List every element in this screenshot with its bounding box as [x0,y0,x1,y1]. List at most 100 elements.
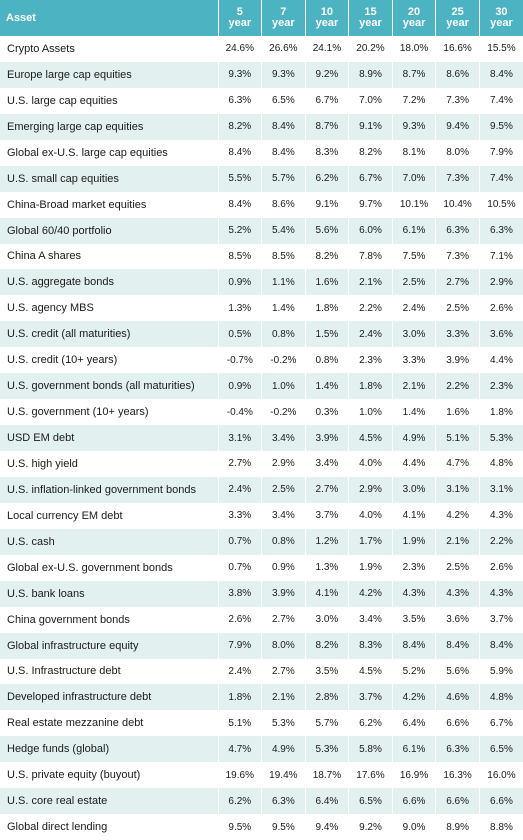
return-value-cell: 2.7% [305,476,350,503]
return-value-cell: 3.3% [435,321,480,348]
table-row: Local currency EM debt 3.3% 3.4% 3.7% 4.0% 4.… [0,502,523,529]
asset-name-cell: U.S. agency MBS [0,295,219,322]
return-value-cell: 8.4% [435,632,480,659]
return-value-cell: 2.5% [435,554,480,581]
return-value-cell: 9.3% [392,113,437,140]
return-value-cell: 8.6% [435,61,480,88]
return-value-cell: 0.8% [261,321,306,348]
return-value-cell: 6.2% [218,788,263,815]
asset-name-cell: Global 60/40 portfolio [0,217,219,244]
return-value-cell: 1.1% [261,269,306,296]
return-value-cell: 8.4% [261,113,306,140]
header-horizon: 7 year [261,0,306,36]
return-value-cell: 8.9% [435,814,480,840]
return-value-cell: 5.2% [392,658,437,685]
table-row: U.S. large cap equities 6.3% 6.5% 6.7% 7.0% 7… [0,87,523,114]
asset-name-cell: Crypto Assets [0,36,219,62]
table-row: Hedge funds (global) 4.7% 4.9% 5.3% 5.8% 6.1%… [0,736,523,763]
return-value-cell: 8.2% [305,243,350,270]
return-value-cell: 2.3% [479,373,523,400]
return-value-cell: -0.4% [218,399,263,426]
table-row: U.S. core real estate 6.2% 6.3% 6.4% 6.5% 6.6… [0,788,523,815]
table-row: Global direct lending 9.5% 9.5% 9.4% 9.2% 9.0… [0,814,523,840]
return-value-cell: 2.3% [348,347,393,374]
return-value-cell: 0.9% [261,554,306,581]
return-value-cell: 16.0% [479,762,523,789]
return-value-cell: 8.2% [348,139,393,166]
return-value-cell: 9.3% [261,61,306,88]
return-value-cell: 8.4% [218,139,263,166]
return-value-cell: 1.8% [348,373,393,400]
return-value-cell: 3.9% [435,347,480,374]
return-value-cell: 6.7% [348,165,393,192]
asset-name-cell: Global direct lending [0,814,219,840]
header-horizon: 5 year [218,0,263,36]
return-value-cell: 9.5% [261,814,306,840]
asset-name-cell: U.S. credit (all maturities) [0,321,219,348]
return-value-cell: 1.8% [305,295,350,322]
return-value-cell: 4.8% [479,451,523,477]
return-value-cell: 4.4% [392,451,437,477]
return-value-cell: 9.5% [218,814,263,840]
table-row: U.S. private equity (buyout) 19.6% 19.4% 18… [0,762,523,789]
header-horizon: 25 year [435,0,480,36]
return-value-cell: 2.9% [348,476,393,503]
table-row: China-Broad market equities 8.4% 8.6% 9.1% 9… [0,191,523,218]
return-value-cell: 8.0% [435,139,480,166]
table-row: U.S. credit (10+ years) -0.7% -0.2% 0.8% 2.3… [0,347,523,374]
return-value-cell: 10.1% [392,191,437,218]
return-value-cell: 5.4% [261,217,306,244]
return-value-cell: 6.6% [435,710,480,737]
return-value-cell: 4.3% [479,502,523,529]
return-value-cell: 2.5% [435,295,480,322]
return-value-cell: 3.1% [479,476,523,503]
return-value-cell: 2.8% [305,684,350,711]
return-value-cell: 2.7% [218,451,263,477]
return-value-cell: 3.6% [479,321,523,348]
return-value-cell: 9.1% [348,113,393,140]
return-value-cell: 1.9% [348,554,393,581]
return-value-cell: 1.8% [479,399,523,426]
return-value-cell: 0.8% [261,528,306,555]
return-value-cell: 4.1% [392,502,437,529]
asset-name-cell: USD EM debt [0,425,219,451]
header-horizon-unit: year [272,17,295,29]
header-horizon-number: 5 [236,6,243,18]
return-value-cell: 4.0% [348,502,393,529]
return-value-cell: 8.4% [479,632,523,659]
return-value-cell: 8.5% [261,243,306,270]
return-value-cell: 3.6% [435,606,480,633]
return-value-cell: 2.9% [479,269,523,296]
return-value-cell: 8.7% [392,61,437,88]
table-row: China A shares 8.5% 8.5% 8.2% 7.8% 7.5% 7.3% 7.… [0,243,523,270]
table-row: Europe large cap equities 9.3% 9.3% 9.2% 8.9… [0,61,523,88]
header-horizon-number: 15 [364,6,377,18]
header-horizon: 30 year [479,0,523,36]
asset-name-cell: U.S. private equity (buyout) [0,762,219,789]
return-value-cell: 4.8% [479,684,523,711]
return-value-cell: 1.8% [218,684,263,711]
return-value-cell: 3.0% [392,321,437,348]
return-value-cell: 1.5% [305,321,350,348]
return-value-cell: 4.6% [435,684,480,711]
return-value-cell: 2.6% [479,554,523,581]
return-value-cell: 1.3% [305,554,350,581]
return-value-cell: 7.5% [392,243,437,270]
table-row: Global ex-U.S. government bonds 0.7% 0.9% 1… [0,554,523,581]
return-value-cell: 2.4% [348,321,393,348]
return-value-cell: 4.9% [392,425,437,451]
return-value-cell: 5.6% [435,658,480,685]
return-value-cell: 5.3% [261,710,306,737]
return-value-cell: 6.3% [479,217,523,244]
return-value-cell: 7.0% [348,87,393,114]
return-value-cell: 4.3% [392,580,437,607]
table-row: U.S. government bonds (all maturities) 0.… [0,373,523,400]
return-value-cell: 2.1% [435,528,480,555]
return-value-cell: 5.3% [305,736,350,763]
return-value-cell: 9.2% [305,61,350,88]
asset-name-cell: China government bonds [0,606,219,633]
table-row: U.S. small cap equities 5.5% 5.7% 6.2% 6.7% 7… [0,165,523,192]
return-value-cell: 3.4% [261,425,306,451]
return-value-cell: 7.8% [348,243,393,270]
return-value-cell: 6.6% [479,788,523,815]
